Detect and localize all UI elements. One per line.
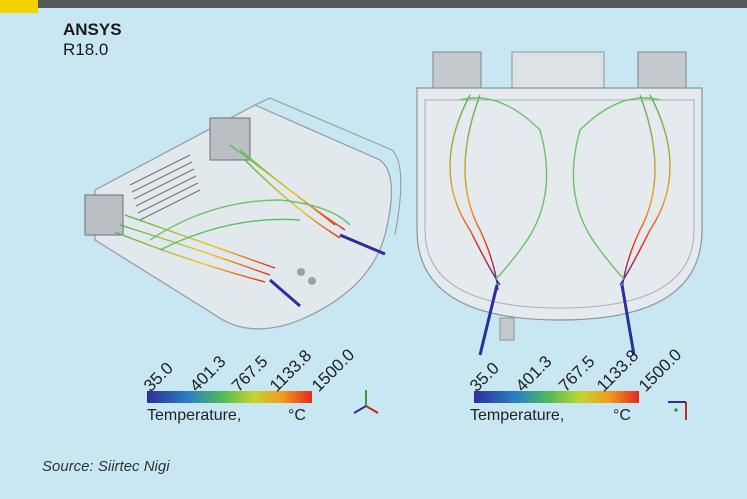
- colorbar-left: [147, 391, 312, 403]
- source-caption: Source: Siirtec Nigi: [42, 458, 170, 475]
- legend-label: Temperature,: [470, 407, 565, 424]
- axis-triad-icon: [668, 401, 687, 420]
- front-view-furnace-model: [416, 51, 703, 356]
- brand-version: R18.0: [63, 40, 109, 59]
- brand-block: ANSYS R18.0: [63, 20, 122, 60]
- legend-unit: °C: [288, 407, 306, 424]
- brand-name: ANSYS: [63, 20, 122, 39]
- colorbar-right: [474, 391, 639, 403]
- axis-triad-icon: [353, 390, 379, 414]
- legend-label: Temperature,: [147, 407, 242, 424]
- top-bar: [0, 0, 747, 8]
- accent-tab: [0, 0, 38, 13]
- legend-unit: °C: [613, 407, 631, 424]
- isometric-furnace-model: [84, 97, 402, 330]
